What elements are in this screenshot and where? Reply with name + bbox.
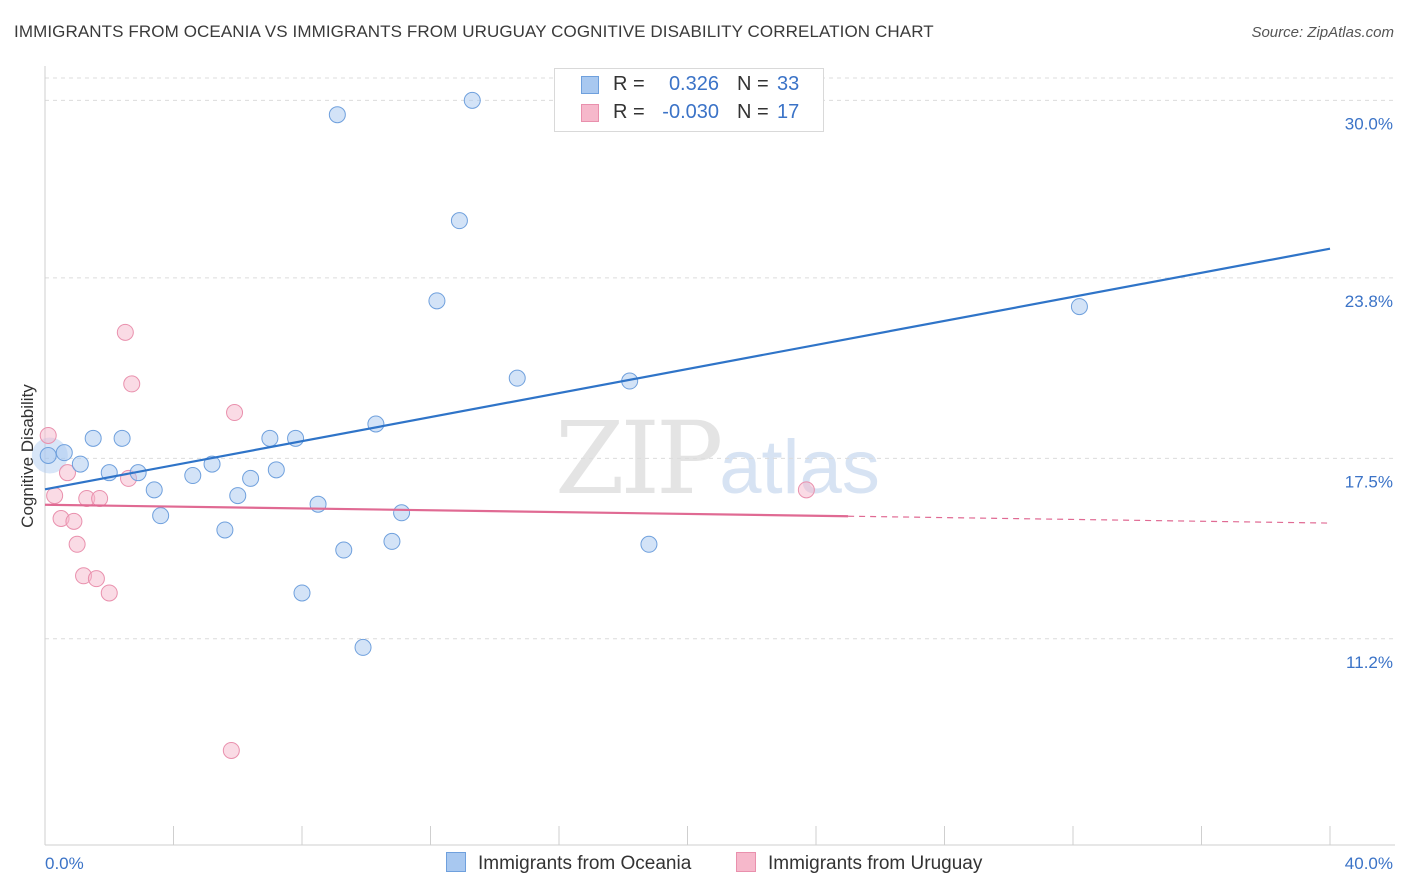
- point-oceania: [463, 91, 481, 109]
- stats-r-label: R =: [613, 73, 645, 95]
- stats-n-value: 33: [777, 73, 800, 95]
- point-oceania: [261, 429, 279, 447]
- stats-n-label: N =: [737, 101, 769, 123]
- point-oceania: [84, 429, 102, 447]
- point-oceania: [229, 487, 247, 505]
- x-tick-label: 0.0%: [45, 854, 84, 873]
- point-oceania: [145, 481, 163, 499]
- legend-item-uruguay[interactable]: Immigrants from Uruguay: [736, 852, 982, 875]
- point-oceania: [113, 429, 131, 447]
- stats-swatch-uruguay: [581, 104, 599, 122]
- stats-swatch-oceania: [581, 76, 599, 94]
- legend-label-oceania: Immigrants from Oceania: [478, 853, 692, 874]
- trendline-uruguay-extension: [848, 515, 1331, 524]
- stats-n-value: 17: [777, 101, 800, 123]
- point-oceania: [203, 455, 221, 473]
- trendline-oceania: [44, 247, 1331, 491]
- point-uruguay: [222, 741, 240, 759]
- point-uruguay: [797, 481, 815, 499]
- point-oceania: [428, 292, 446, 310]
- stats-row-oceania: R = 0.326 N = 33: [555, 73, 823, 99]
- stats-n-label: N =: [737, 73, 769, 95]
- point-uruguay: [65, 512, 83, 530]
- stats-r-label: R =: [613, 101, 645, 123]
- point-oceania: [71, 455, 89, 473]
- point-oceania: [508, 369, 526, 387]
- point-oceania: [393, 504, 411, 522]
- y-tick-label: 17.5%: [1345, 472, 1393, 491]
- point-oceania: [242, 469, 260, 487]
- stats-box: R = 0.326 N = 33 R = -0.030 N = 17: [554, 68, 824, 132]
- legend-swatch-oceania: [446, 852, 466, 872]
- x-tick-label: 40.0%: [1345, 854, 1393, 873]
- point-oceania: [1070, 298, 1088, 316]
- point-oceania: [184, 467, 202, 485]
- watermark-atlas: atlas: [719, 425, 880, 510]
- legend-swatch-uruguay: [736, 852, 756, 872]
- stats-r-value: -0.030: [662, 101, 719, 123]
- point-oceania: [152, 507, 170, 525]
- chart-title: IMMIGRANTS FROM OCEANIA VS IMMIGRANTS FR…: [14, 22, 934, 41]
- trendline-uruguay: [44, 503, 849, 518]
- point-oceania: [216, 521, 234, 539]
- point-uruguay: [68, 535, 86, 553]
- stats-r-value: 0.326: [668, 73, 719, 95]
- point-uruguay: [226, 404, 244, 422]
- point-oceania: [39, 447, 57, 464]
- y-tick-label: 30.0%: [1345, 114, 1393, 133]
- stats-row-uruguay: R = -0.030 N = 17: [555, 101, 823, 127]
- y-tick-label: 11.2%: [1346, 653, 1393, 672]
- point-uruguay: [46, 487, 64, 505]
- point-oceania: [328, 106, 346, 124]
- source-credit: Source: ZipAtlas.com: [1251, 24, 1394, 41]
- legend: Immigrants from Oceania Immigrants from …: [0, 852, 1406, 878]
- point-uruguay: [116, 323, 134, 341]
- point-uruguay: [58, 464, 76, 482]
- point-oceania: [367, 415, 385, 433]
- legend-item-oceania[interactable]: Immigrants from Oceania: [446, 852, 691, 875]
- point-oceania: [293, 584, 311, 602]
- point-oceania: [640, 535, 658, 553]
- point-oceania: [335, 541, 353, 559]
- legend-label-uruguay: Immigrants from Uruguay: [768, 853, 983, 874]
- point-uruguay: [87, 570, 105, 588]
- y-tick-label: 23.8%: [1345, 292, 1393, 311]
- point-uruguay: [123, 375, 141, 393]
- point-oceania: [354, 638, 372, 656]
- point-oceania: [55, 444, 73, 462]
- point-uruguay: [39, 426, 57, 444]
- point-uruguay: [100, 584, 118, 602]
- point-uruguay: [91, 489, 109, 507]
- point-oceania: [267, 461, 285, 479]
- point-oceania: [450, 212, 468, 230]
- point-oceania: [383, 532, 401, 550]
